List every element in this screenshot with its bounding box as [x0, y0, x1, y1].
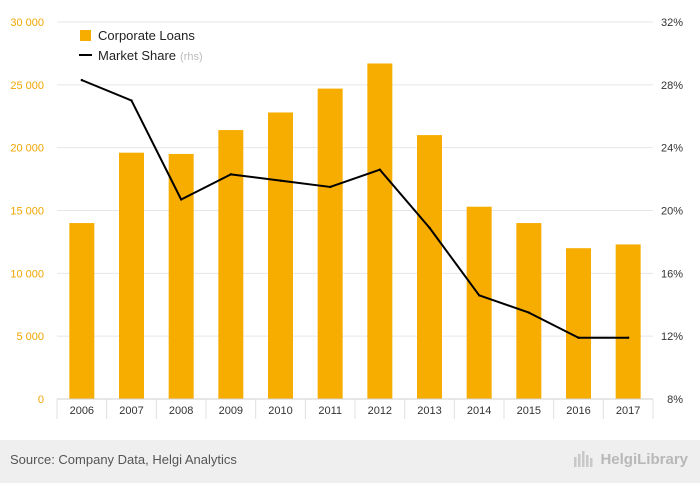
market-share-line [81, 79, 629, 339]
left-tick-label: 0 [38, 394, 44, 406]
market-share-point-2015 [527, 311, 531, 314]
x-tick-label: 2013 [417, 405, 441, 417]
right-tick-label: 24% [661, 143, 683, 155]
source-text: Source: Company Data, Helgi Analytics [10, 452, 237, 467]
x-axis: 2006 2007 2008 2009 2010 2011 2012 2013 2014 2015… [56, 398, 654, 419]
x-tick-label: 2012 [368, 405, 392, 417]
bar-2012 [367, 63, 393, 399]
x-tick-label: 2010 [268, 405, 292, 417]
market-share-point-2016 [577, 336, 580, 339]
chart: 0 5 000 10 000 15 000 20 000 25 000 30 000 8% 1… [10, 17, 683, 419]
brand-logo[interactable]: HelgiLibrary [573, 450, 688, 468]
bar-2017 [615, 244, 641, 399]
market-share-point-2011 [328, 185, 332, 189]
right-tick-label: 32% [661, 17, 683, 29]
x-tick-label: 2015 [517, 405, 541, 417]
bar-2010 [268, 112, 293, 399]
left-tick-label: 30 000 [10, 17, 44, 29]
bar-2014 [466, 206, 492, 399]
market-share-point-2010 [279, 179, 282, 182]
footer: Source: Company Data, Helgi Analytics He… [0, 440, 700, 483]
right-tick-label: 16% [661, 268, 683, 280]
bar-2015 [516, 223, 542, 399]
market-share-point-2012 [378, 168, 382, 171]
bar-2016 [566, 248, 591, 399]
bar-2007 [119, 152, 144, 399]
market-share-point-2017 [626, 336, 630, 339]
left-tick-label: 15 000 [10, 206, 44, 218]
x-tick-label: 2014 [467, 405, 491, 417]
right-axis-ticks: 8% 12% 16% 20% 24% 28% 32% [661, 17, 683, 406]
right-tick-label: 20% [661, 206, 683, 218]
bar-2006 [69, 223, 95, 399]
market-share-point-2008 [179, 198, 183, 201]
left-tick-label: 10 000 [10, 268, 44, 280]
bar-2008 [168, 153, 194, 399]
library-icon [574, 451, 593, 467]
market-share-point-2009 [229, 173, 233, 176]
bar-2011 [317, 88, 343, 399]
brand-name: HelgiLibrary [600, 450, 688, 468]
right-tick-label: 8% [667, 394, 683, 406]
x-tick-label: 2016 [566, 405, 590, 417]
line-series-market-share [80, 78, 630, 339]
left-tick-label: 20 000 [10, 143, 44, 155]
bar-2009 [218, 130, 244, 399]
market-share-point-2013 [428, 226, 431, 229]
market-share-point-2006 [80, 78, 84, 82]
x-tick-label: 2006 [70, 405, 94, 417]
right-tick-label: 28% [661, 80, 683, 92]
x-tick-label: 2007 [119, 405, 143, 417]
bar-2013 [417, 135, 442, 399]
left-axis-ticks: 0 5 000 10 000 15 000 20 000 25 000 30 000 [10, 17, 44, 406]
legend-label-market-share-name: Market Share [98, 48, 176, 63]
gridlines [57, 21, 653, 337]
legend-label-corporate-loans: Corporate Loans [98, 28, 195, 43]
legend: Corporate Loans Market Share (rhs) [79, 28, 203, 63]
x-tick-label: 2009 [219, 405, 243, 417]
legend-label-market-share: Market Share (rhs) [98, 48, 203, 63]
right-tick-label: 12% [661, 331, 683, 343]
bar-series-corporate-loans [69, 63, 641, 399]
left-tick-label: 5 000 [16, 331, 44, 343]
legend-swatch-corporate-loans [80, 30, 91, 41]
x-tick-label: 2008 [169, 405, 193, 417]
market-share-point-2014 [477, 294, 481, 297]
legend-label-market-share-suffix: (rhs) [180, 51, 203, 63]
x-tick-label: 2017 [616, 405, 640, 417]
x-tick-label: 2011 [318, 405, 342, 417]
left-tick-label: 25 000 [10, 80, 44, 92]
market-share-point-2007 [130, 99, 133, 102]
